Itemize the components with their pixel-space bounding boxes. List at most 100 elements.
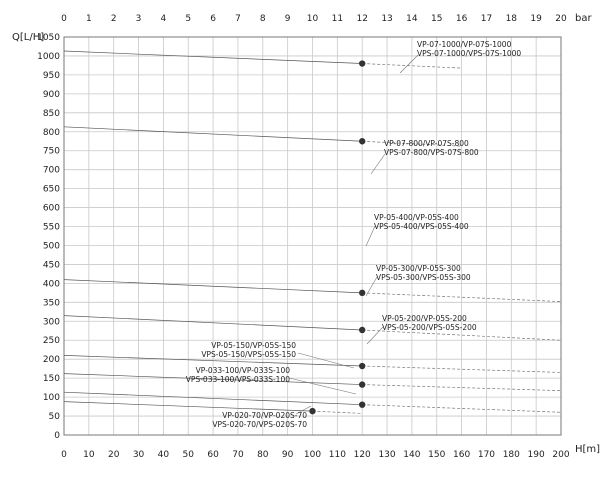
y-tick-label: 200 — [43, 355, 60, 365]
series-name-line: VPS-05-300/VPS-05S-300 — [376, 273, 471, 282]
label-leader-line — [295, 405, 312, 415]
y-axis-title: Q[L/H] — [12, 32, 44, 43]
series-label-3: VP-05-400/VP-05S-400VPS-05-400/VPS-05S-4… — [365, 213, 469, 247]
y-tick-label: 250 — [43, 336, 60, 346]
series-6 — [63, 373, 562, 392]
label-leader-line — [288, 377, 357, 395]
x-bottom-tick-label: 80 — [257, 450, 269, 460]
series-name-line: VPS-07-1000/VPS-07S-1000 — [417, 49, 521, 58]
series-name-line: VPS-05-400/VPS-05S-400 — [374, 222, 469, 231]
label-leader-line — [366, 326, 384, 345]
x-top-tick-label: 16 — [456, 14, 468, 24]
x-bottom-tick-label: 150 — [428, 450, 445, 460]
series-name-line: VP-020-70/VP-020S-70 — [222, 411, 307, 420]
series-group — [63, 50, 562, 415]
series-line-solid — [63, 315, 363, 331]
x-top-tick-label: 9 — [285, 14, 291, 24]
axes: 0 10 20 30 40 50 60 70 80 90 100 110 120 130 140 150 160… — [37, 14, 570, 460]
y-tick-label: 1050 — [37, 33, 60, 43]
x-bottom-tick-label: 180 — [503, 450, 520, 460]
series-name-line: VP-05-200/VP-05S-200 — [382, 314, 467, 323]
y-tick-label: 1000 — [37, 52, 60, 62]
series-label-7: VP-033-100/VP-033S-100VPS-033-100/VPS-03… — [186, 366, 357, 395]
operating-point-marker — [359, 326, 366, 334]
y-tick-label: 0 — [54, 431, 60, 441]
series-label-2: VP-07-800/VP-07S-800VPS-07-800/VPS-07S-8… — [370, 139, 479, 175]
label-leader-line — [365, 276, 378, 297]
x-top-tick-label: 0 — [61, 14, 67, 24]
series-line-dashed — [362, 63, 462, 69]
operating-point-marker — [359, 401, 366, 408]
x-bottom-tick-label: 190 — [528, 450, 545, 460]
x-bottom-tick-label: 20 — [108, 450, 120, 460]
x-top-tick-label: 14 — [406, 14, 418, 24]
x-bottom-tick-label: 140 — [403, 450, 420, 460]
grid — [63, 36, 562, 436]
series-line-solid — [63, 355, 363, 367]
x-top-tick-label: 15 — [431, 14, 442, 24]
series-7 — [63, 391, 562, 413]
x-top-tick-label: 8 — [260, 14, 266, 24]
x-bottom-tick-label: 160 — [453, 450, 470, 460]
series-name-line: VPS-020-70/VPS-020S-70 — [212, 420, 307, 429]
series-name-line: VPS-033-100/VPS-033S-100 — [186, 375, 290, 384]
y-tick-label: 600 — [43, 204, 60, 214]
series-2 — [63, 126, 462, 147]
y-tick-label: 650 — [43, 185, 60, 195]
bottom-axis-title: H[m] — [575, 444, 600, 455]
x-top-tick-label: 2 — [111, 14, 117, 24]
x-bottom-tick-label: 120 — [354, 450, 371, 460]
x-top-tick-label: 6 — [210, 14, 216, 24]
series-line-dashed — [312, 410, 363, 414]
x-bottom-tick-label: 60 — [207, 450, 219, 460]
series-line-dashed — [362, 329, 562, 341]
label-leader-line — [297, 352, 355, 369]
y-tick-label: 400 — [43, 279, 60, 289]
series-name-line: VPS-07-800/VPS-07S-800 — [384, 148, 479, 157]
operating-point-marker — [359, 138, 366, 145]
series-8 — [63, 401, 363, 415]
operating-point-marker — [309, 407, 316, 415]
series-label-4: VP-05-300/VP-05S-300VPS-05-300/VPS-05S-3… — [365, 264, 471, 297]
x-bottom-tick-label: 90 — [282, 450, 294, 460]
operating-point-marker — [359, 60, 366, 67]
y-tick-label: 800 — [43, 128, 60, 138]
series-name-line: VP-05-400/VP-05S-400 — [374, 213, 459, 222]
series-label-8: VP-020-70/VP-020S-70VPS-020-70/VPS-020S-… — [212, 405, 312, 429]
series-line-dashed — [362, 140, 462, 147]
series-3 — [63, 279, 562, 302]
x-bottom-tick-label: 100 — [304, 450, 321, 460]
series-label-1: VP-07-1000/VP-07S-1000VPS-07-1000/VPS-07… — [399, 40, 521, 74]
x-top-tick-label: 4 — [161, 14, 167, 24]
plot-frame — [63, 36, 562, 436]
x-bottom-tick-label: 50 — [183, 450, 195, 460]
series-name-line: VPS-05-150/VPS-05S-150 — [201, 350, 296, 359]
y-tick-label: 750 — [43, 147, 60, 157]
x-bottom-tick-label: 70 — [232, 450, 244, 460]
x-top-tick-label: 12 — [356, 14, 367, 24]
y-tick-label: 950 — [43, 71, 60, 81]
x-top-tick-label: 17 — [481, 14, 492, 24]
operating-point-marker — [359, 289, 366, 297]
y-tick-label: 100 — [43, 393, 60, 403]
series-1 — [63, 50, 462, 69]
x-top-tick-label: 1 — [86, 14, 92, 24]
series-line-dashed — [362, 384, 562, 392]
series-label-6: VP-05-150/VP-05S-150VPS-05-150/VPS-05S-1… — [201, 341, 355, 369]
y-tick-label: 700 — [43, 166, 60, 176]
y-tick-label: 350 — [43, 298, 60, 308]
x-bottom-tick-label: 170 — [478, 450, 495, 460]
y-tick-label: 500 — [43, 241, 60, 251]
y-tick-label: 900 — [43, 90, 60, 100]
series-labels: VP-07-1000/VP-07S-1000VPS-07-1000/VPS-07… — [186, 40, 522, 429]
y-tick-label: 850 — [43, 109, 60, 119]
series-name-line: VPS-05-200/VPS-05S-200 — [382, 323, 477, 332]
x-top-tick-label: 19 — [530, 14, 542, 24]
x-top-tick-label: 10 — [307, 14, 319, 24]
series-line-solid — [63, 50, 363, 64]
x-top-tick-label: 11 — [332, 14, 343, 24]
x-top-tick-label: 7 — [235, 14, 241, 24]
series-line-dashed — [362, 292, 562, 302]
series-line-dashed — [362, 365, 562, 373]
series-line-solid — [63, 391, 363, 406]
